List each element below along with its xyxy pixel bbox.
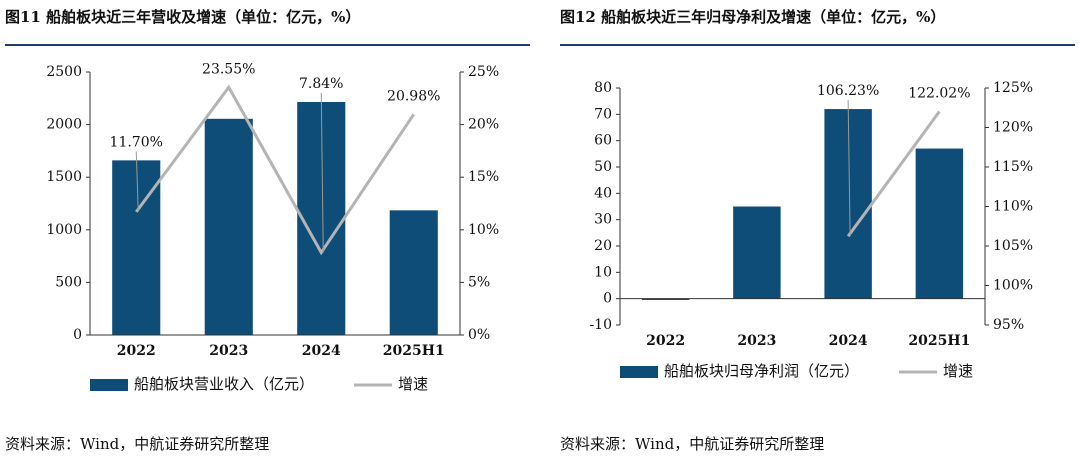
line — [135, 84, 415, 256]
bar — [733, 206, 781, 299]
bar — [297, 101, 346, 336]
y2-tick-label: 120% — [993, 120, 1033, 136]
legend-swatch — [620, 366, 658, 378]
y-tick-label: 1500 — [46, 169, 82, 185]
y2-tick-label: 105% — [993, 238, 1033, 254]
data-label: 122.02% — [908, 86, 970, 102]
leader-line — [320, 92, 324, 253]
legend-label: 增速 — [398, 375, 428, 393]
chart-title: 图12 船舶板块近三年归母净利及增速（单位：亿元，%） — [560, 8, 945, 26]
y2-tick-label: 115% — [993, 159, 1033, 175]
x-tick-label: 2022 — [117, 343, 156, 359]
data-label: 23.55% — [202, 61, 255, 77]
bar — [915, 148, 964, 299]
y-tick-label: 70 — [594, 106, 612, 122]
y-tick-label: 80 — [594, 80, 612, 96]
y-tick-label: 20 — [594, 238, 612, 254]
y2-tick-label: 20% — [468, 117, 499, 133]
bar — [389, 210, 438, 335]
data-label: 106.23% — [817, 83, 879, 99]
y2-tick-label: 10% — [468, 222, 499, 238]
x-tick-label: 2022 — [646, 333, 685, 349]
y2-tick-label: 100% — [993, 278, 1033, 294]
y-tick-label: -10 — [589, 317, 612, 333]
legend-label: 增速 — [943, 362, 973, 380]
legend-label: 船舶板块营业收入（亿元） — [134, 375, 314, 393]
y2-tick-label: 125% — [993, 80, 1033, 96]
bar — [641, 298, 690, 300]
leader-line — [135, 151, 139, 212]
data-label: 20.98% — [387, 88, 440, 104]
x-tick-label: 2024 — [302, 343, 341, 359]
y-tick-label: 500 — [55, 274, 82, 290]
y-tick-label: 1000 — [46, 222, 82, 238]
y2-tick-label: 0% — [468, 327, 490, 343]
bar — [112, 160, 161, 335]
y2-tick-label: 110% — [993, 199, 1033, 215]
y-tick-label: 2500 — [46, 64, 82, 80]
legend-swatch — [90, 379, 128, 391]
source-note: 资料来源：Wind，中航证券研究所整理 — [560, 435, 824, 453]
y-tick-label: 0 — [73, 327, 82, 343]
y2-tick-label: 95% — [993, 317, 1024, 333]
y2-tick-label: 25% — [468, 64, 499, 80]
source-note: 资料来源：Wind，中航证券研究所整理 — [5, 435, 269, 453]
y-tick-label: 40 — [594, 185, 612, 201]
data-label: 7.84% — [299, 76, 343, 92]
x-tick-label: 2025H1 — [908, 333, 970, 349]
y2-tick-label: 5% — [468, 274, 490, 290]
y-tick-label: 0 — [603, 291, 612, 307]
x-tick-label: 2023 — [737, 333, 776, 349]
data-label: 11.70% — [110, 134, 163, 150]
y2-tick-label: 15% — [468, 169, 499, 185]
y-tick-label: 10 — [594, 264, 612, 280]
line — [846, 110, 941, 238]
x-tick-label: 2025H1 — [383, 343, 445, 359]
y-tick-label: 30 — [594, 212, 612, 228]
y-tick-label: 50 — [594, 159, 612, 175]
chart-title: 图11 船舶板块近三年营收及增速（单位：亿元，%） — [5, 8, 360, 26]
y-tick-label: 2000 — [46, 117, 82, 133]
x-tick-label: 2023 — [209, 343, 248, 359]
bar — [204, 118, 253, 336]
x-tick-label: 2024 — [829, 333, 868, 349]
bar — [824, 109, 872, 299]
y-tick-label: 60 — [594, 133, 612, 149]
legend-label: 船舶板块归母净利润（亿元） — [664, 362, 859, 380]
leader-line — [847, 100, 851, 237]
